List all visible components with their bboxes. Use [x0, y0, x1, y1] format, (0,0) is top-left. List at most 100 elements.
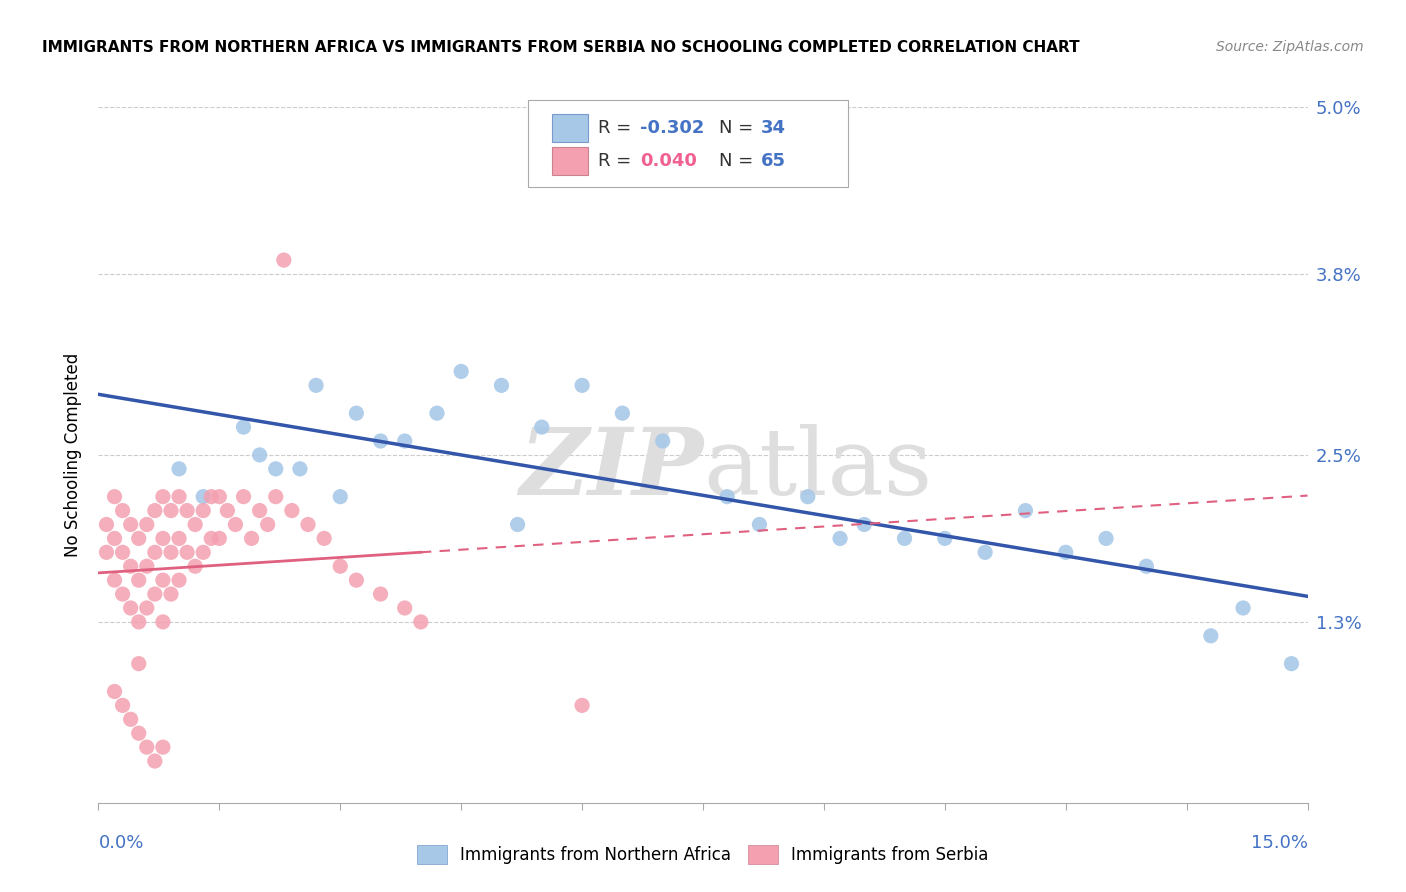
Text: R =: R =	[598, 119, 637, 136]
Point	[128, 532, 150, 546]
Point	[135, 601, 157, 615]
Point	[450, 364, 472, 378]
FancyBboxPatch shape	[551, 146, 588, 175]
Point	[828, 532, 851, 546]
Point	[651, 434, 673, 448]
Point	[249, 448, 271, 462]
Y-axis label: No Schooling Completed: No Schooling Completed	[65, 353, 83, 557]
Point	[208, 490, 231, 504]
Point	[1054, 545, 1077, 559]
Point	[426, 406, 449, 420]
FancyBboxPatch shape	[551, 114, 588, 142]
Point	[281, 503, 304, 517]
Point	[96, 545, 118, 559]
Point	[217, 503, 239, 517]
Point	[240, 532, 263, 546]
Point	[530, 420, 553, 434]
Point	[409, 615, 432, 629]
Point	[297, 517, 319, 532]
Text: Source: ZipAtlas.com: Source: ZipAtlas.com	[1216, 40, 1364, 54]
Text: 15.0%: 15.0%	[1250, 834, 1308, 852]
Point	[143, 754, 166, 768]
Point	[103, 490, 125, 504]
Point	[934, 532, 956, 546]
Point	[344, 573, 367, 587]
Point	[111, 545, 134, 559]
Point	[152, 573, 174, 587]
Point	[176, 503, 198, 517]
Point	[135, 517, 157, 532]
Point	[200, 532, 222, 546]
Text: N =: N =	[718, 119, 759, 136]
Point	[264, 490, 287, 504]
Point	[111, 587, 134, 601]
Point	[111, 698, 134, 713]
Point	[506, 517, 529, 532]
Point	[571, 378, 593, 392]
Point	[143, 545, 166, 559]
Point	[232, 490, 254, 504]
Point	[128, 726, 150, 740]
Point	[167, 573, 190, 587]
Point	[394, 601, 416, 615]
Point	[974, 545, 997, 559]
Point	[143, 503, 166, 517]
Point	[152, 615, 174, 629]
Point	[167, 532, 190, 546]
Text: 65: 65	[761, 152, 786, 169]
Point	[394, 434, 416, 448]
Point	[1232, 601, 1254, 615]
Point	[264, 462, 287, 476]
Point	[160, 587, 183, 601]
Point	[314, 532, 336, 546]
Point	[370, 434, 392, 448]
Point	[329, 559, 352, 574]
Point	[167, 490, 190, 504]
Point	[120, 712, 142, 726]
Point	[128, 615, 150, 629]
Point	[249, 503, 271, 517]
Point	[152, 740, 174, 755]
Point	[344, 406, 367, 420]
Point	[1199, 629, 1222, 643]
Text: N =: N =	[718, 152, 759, 169]
Point	[152, 490, 174, 504]
Point	[893, 532, 915, 546]
Point	[1095, 532, 1118, 546]
Point	[160, 503, 183, 517]
Text: 34: 34	[761, 119, 786, 136]
Point	[329, 490, 352, 504]
Point	[103, 573, 125, 587]
Point	[176, 545, 198, 559]
Point	[273, 253, 295, 268]
Point	[103, 684, 125, 698]
Text: IMMIGRANTS FROM NORTHERN AFRICA VS IMMIGRANTS FROM SERBIA NO SCHOOLING COMPLETED: IMMIGRANTS FROM NORTHERN AFRICA VS IMMIG…	[42, 40, 1080, 55]
Point	[200, 490, 222, 504]
Point	[208, 532, 231, 546]
Text: 0.040: 0.040	[640, 152, 697, 169]
Point	[256, 517, 278, 532]
Point	[1281, 657, 1303, 671]
Text: atlas: atlas	[703, 424, 932, 514]
Point	[716, 490, 738, 504]
Text: 0.0%: 0.0%	[98, 834, 143, 852]
Point	[612, 406, 634, 420]
Point	[853, 517, 876, 532]
Point	[128, 573, 150, 587]
Point	[167, 462, 190, 476]
Point	[232, 420, 254, 434]
Point	[152, 532, 174, 546]
Point	[184, 559, 207, 574]
Legend: Immigrants from Northern Africa, Immigrants from Serbia: Immigrants from Northern Africa, Immigra…	[411, 838, 995, 871]
Point	[135, 740, 157, 755]
Point	[193, 545, 215, 559]
Text: ZIP: ZIP	[519, 424, 703, 514]
Text: R =: R =	[598, 152, 637, 169]
Point	[224, 517, 246, 532]
Point	[748, 517, 770, 532]
Point	[370, 587, 392, 601]
Point	[120, 559, 142, 574]
Text: -0.302: -0.302	[640, 119, 704, 136]
Point	[288, 462, 311, 476]
Point	[120, 517, 142, 532]
